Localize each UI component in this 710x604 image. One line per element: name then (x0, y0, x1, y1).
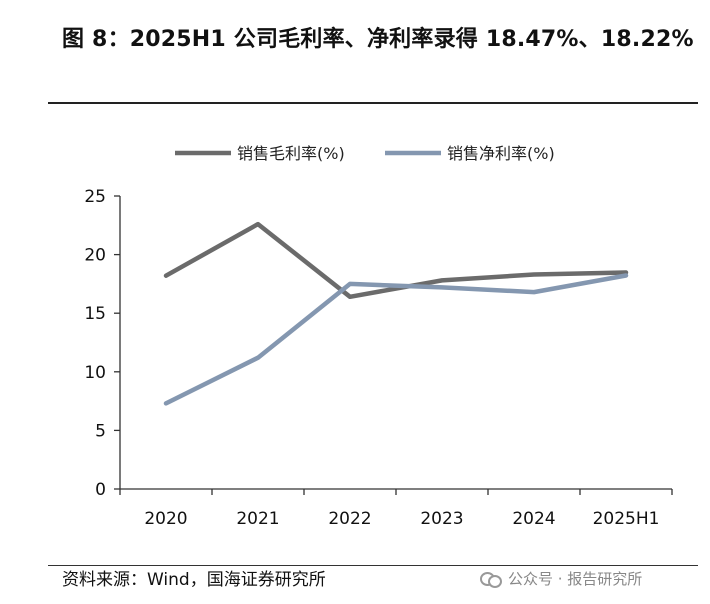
wechat-icon (480, 570, 502, 588)
watermark-text: 公众号 · 报告研究所 (508, 570, 643, 588)
series-line-1 (163, 273, 629, 406)
legend-label-0: 销售毛利率(%) (237, 144, 345, 163)
y-tick-label-4: 20 (84, 246, 106, 266)
footer-rule (48, 565, 698, 566)
x-tick-label-5: 2025H1 (593, 509, 660, 529)
y-tick-label-5: 25 (84, 187, 106, 207)
figure-title: 图 8：2025H1 公司毛利率、净利率录得 18.47%、18.22% (62, 27, 694, 52)
x-tick-label-4: 2024 (512, 509, 555, 529)
y-tick-label-3: 15 (84, 304, 106, 324)
source-note: 资料来源：Wind，国海证券研究所 (62, 570, 326, 590)
legend-label-1: 销售净利率(%) (447, 144, 555, 163)
y-tick-label-0: 0 (95, 480, 106, 500)
x-tick-label-2: 2022 (328, 509, 371, 529)
title-rule (48, 102, 698, 104)
x-tick-label-0: 2020 (144, 509, 187, 529)
y-tick-label-2: 10 (84, 363, 106, 383)
x-tick-label-3: 2023 (420, 509, 463, 529)
series-line-0 (163, 221, 629, 300)
line-chart: 0 5 10 15 20 25 2020 2021 2022 2023 2024 2025H1 销售毛利… (84, 144, 673, 529)
y-tick-label-1: 5 (95, 421, 106, 441)
watermark: 公众号 · 报告研究所 (480, 568, 642, 590)
x-tick-label-1: 2021 (236, 509, 279, 529)
